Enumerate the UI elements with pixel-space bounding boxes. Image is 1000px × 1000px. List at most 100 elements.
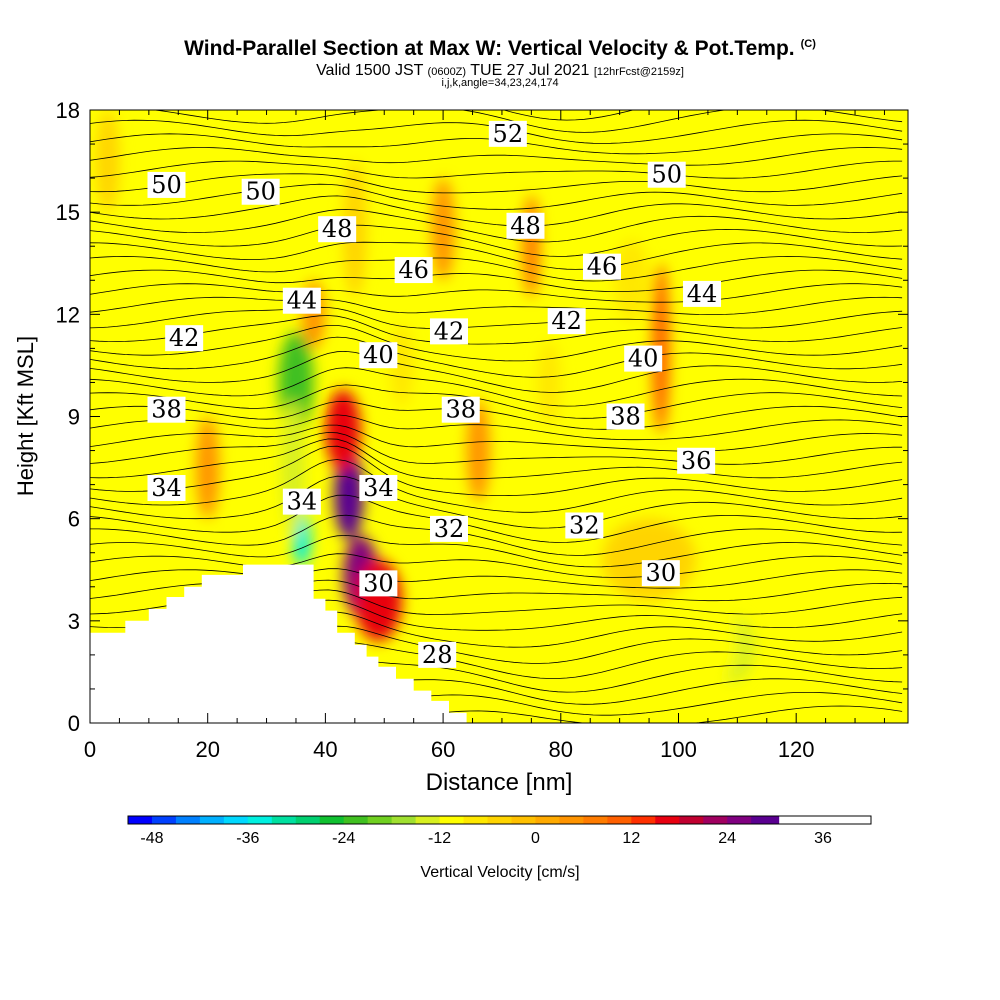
isentrope-line [90, 147, 903, 166]
contour-label-bg [565, 512, 604, 539]
contour-label-bg [429, 515, 468, 542]
contour-labels: 52 50 50 50 48 48 46 46 44 44 42 42 42 40 40 38 38 38 36 34… [147, 120, 722, 669]
colorbar-swatch [391, 816, 420, 824]
contour-label: 34 [282, 488, 321, 516]
contour-label-bg [359, 570, 398, 597]
contour-label-text: 46 [587, 253, 618, 281]
colorbar-swatch [559, 816, 588, 824]
contour-label-bg [606, 403, 645, 430]
contour-label-text: 48 [322, 215, 353, 243]
y-tick-label: 3 [68, 609, 80, 634]
x-tick-label: 0 [84, 737, 96, 762]
valid-time-prefix: Valid 1500 JST [316, 62, 424, 79]
contour-label: 38 [606, 403, 645, 431]
velocity-cell [95, 110, 120, 213]
isentrope-line [90, 424, 903, 452]
contour-label-text: 28 [422, 641, 453, 669]
velocity-cell [613, 239, 650, 322]
isentrope-line [90, 400, 903, 430]
isentrope-line [90, 336, 903, 378]
contour-label-text: 42 [434, 317, 465, 345]
contour-label: 50 [647, 161, 686, 189]
isentrope-line [90, 255, 903, 282]
contour-label-text: 44 [287, 287, 318, 315]
isentrope-line [90, 195, 903, 227]
contour-label-text: 50 [651, 161, 682, 189]
chart-subtitle: Valid 1500 JST (0600Z) TUE 27 Jul 2021 [… [0, 62, 1000, 80]
velocity-cell [431, 178, 455, 281]
contour-label-bg [359, 342, 398, 369]
contour-label-bg [282, 488, 321, 515]
contour-label-text: 34 [287, 488, 318, 516]
contour-label: 48 [318, 215, 357, 243]
isentrope-line [90, 514, 903, 556]
contour-label-bg [147, 475, 186, 502]
contour-label-bg [547, 308, 586, 335]
isentrope-line [90, 315, 903, 345]
isentrope-line [90, 241, 903, 270]
contour-label: 34 [359, 474, 398, 502]
x-tick-label: 100 [660, 737, 697, 762]
colorbar-tick-label: 36 [814, 830, 832, 847]
isentrope-line [90, 183, 903, 210]
contour-label: 46 [394, 256, 433, 284]
isentrope-line [90, 325, 903, 362]
colorbar-tick-label: 24 [718, 830, 736, 847]
contour-label: 38 [441, 396, 480, 424]
isentrope-line [90, 224, 903, 257]
y-tick-label: 15 [56, 200, 80, 225]
contour-label: 32 [429, 515, 468, 543]
colorbar-frame [127, 815, 872, 825]
isentrope-line [90, 568, 903, 589]
isentrope-line [90, 438, 903, 480]
contour-label-bg [147, 171, 186, 198]
contour-label-text: 32 [569, 511, 600, 539]
isentrope-line [90, 431, 903, 465]
chart-title: Wind-Parallel Section at Max W: Vertical… [0, 37, 1000, 61]
contour-label: 42 [547, 307, 586, 335]
contour-label-text: 38 [610, 403, 641, 431]
colorbar-label: Vertical Velocity [cm/s] [420, 864, 580, 881]
isentrope-line [90, 296, 903, 315]
contour-label-bg [359, 475, 398, 502]
isentrope-line [90, 350, 903, 393]
isentrope-line [90, 459, 903, 513]
isentrope-line [151, 110, 903, 133]
isentrope-line [90, 160, 903, 179]
colorbar-swatch [415, 816, 444, 824]
contour-label: 28 [418, 641, 457, 669]
contour-label-text: 44 [687, 280, 718, 308]
contour-label-text: 36 [681, 447, 712, 475]
contour-label-bg [647, 161, 686, 188]
contour-label: 50 [147, 171, 186, 199]
colorbar-swatch [271, 816, 300, 824]
x-tick-label: 60 [431, 737, 455, 762]
colorbar-swatch [319, 816, 348, 824]
contour-label: 42 [429, 317, 468, 345]
contour-label-bg [318, 216, 357, 243]
isentrope-line [90, 306, 903, 329]
colorbar-swatch [247, 816, 276, 824]
valid-time-utc: (0600Z) [427, 66, 467, 78]
contour-label-bg [624, 345, 663, 372]
colorbar-swatch [439, 816, 468, 824]
contour-label: 38 [147, 396, 186, 424]
isentrope-line [90, 475, 903, 529]
y-axis-label: Height [Kft MSL] [13, 336, 38, 496]
contour-label: 52 [488, 120, 527, 148]
contour-label: 50 [241, 178, 280, 206]
forecast-info: [12hrFcst@2159z] [593, 66, 684, 78]
contour-label-bg [418, 641, 457, 668]
velocity-cell [325, 389, 361, 471]
contour-label-bg [683, 280, 722, 307]
colorbar-swatch [151, 816, 180, 824]
colorbar-swatch [128, 816, 157, 824]
contour-label-bg [241, 178, 280, 205]
colorbar-swatch [607, 816, 636, 824]
contour-label: 36 [677, 447, 716, 475]
contour-label-bg [147, 396, 186, 423]
colorbar-swatch [223, 816, 252, 824]
contour-label: 30 [359, 569, 398, 597]
contour-label-text: 34 [363, 474, 394, 502]
